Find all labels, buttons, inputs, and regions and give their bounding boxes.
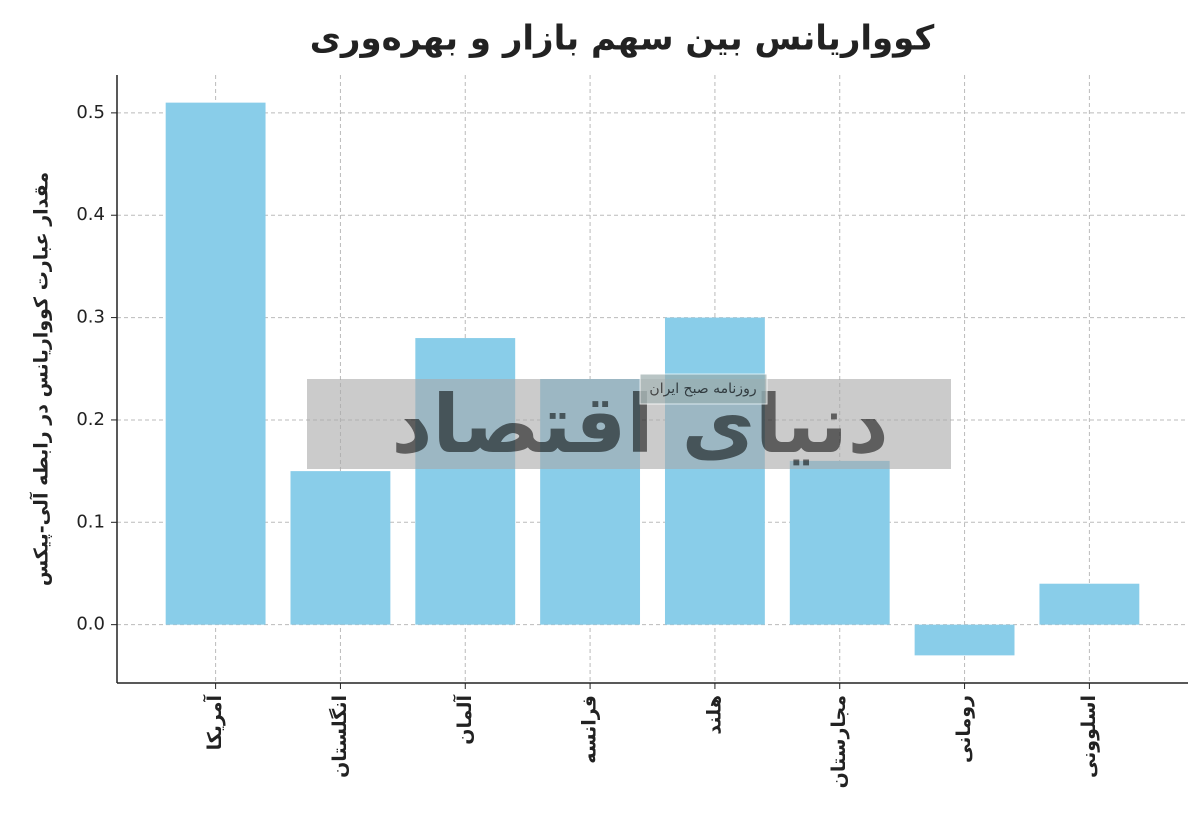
y-tick-label: 0.1 (76, 511, 105, 532)
y-axis-label: مقدار عبارت کوواریانس در رابطه آلی-پیکس (29, 172, 53, 586)
bar (789, 460, 890, 625)
y-tick-label: 0.3 (76, 307, 105, 328)
bar (664, 317, 765, 625)
watermark-tag-box (639, 373, 768, 405)
y-tick-label: 0.2 (76, 409, 105, 430)
y-tick-label: 0.0 (76, 614, 105, 635)
x-tick-label: فرانسه (579, 695, 601, 764)
bar (165, 102, 266, 625)
chart-title: کوواریانس بین سهم بازار و بهره‌وری (310, 19, 935, 59)
watermark-band (307, 379, 951, 469)
x-tick-label: رومانی (953, 695, 975, 763)
x-tick-label: انگلستان (328, 695, 351, 778)
y-tick-label: 0.5 (76, 102, 105, 123)
x-tick-label: مجارستان (828, 695, 850, 788)
watermark: دنیای اقتصاد روزنامه صبح ایران (307, 373, 951, 471)
x-tick-label: آلمان (452, 695, 476, 745)
x-tick-label: هلند (703, 695, 725, 735)
bar (914, 624, 1015, 656)
bar (1039, 583, 1140, 625)
watermark-tagline: روزنامه صبح ایران (649, 381, 756, 397)
bar (290, 471, 391, 625)
y-tick-label: 0.4 (76, 204, 105, 225)
x-tick-label: آمریکا (202, 695, 226, 751)
x-tick-label: اسلوونی (1078, 695, 1100, 778)
